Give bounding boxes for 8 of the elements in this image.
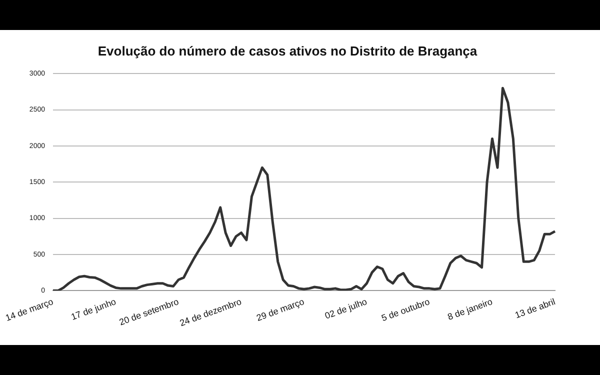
x-tick-label: 13 de abril [514,296,557,320]
x-tick-label: 29 de março [255,296,306,323]
x-tick-label: 14 de março [4,296,55,323]
x-tick-label: 8 de janeiro [446,296,494,322]
x-tick-label: 5 de outubro [380,296,432,324]
x-tick-label: 02 de julho [324,296,368,321]
chart-title: Evolução do número de casos ativos no Distrito de Bragança [98,43,478,58]
x-tick-label: 17 de junho [70,296,118,322]
